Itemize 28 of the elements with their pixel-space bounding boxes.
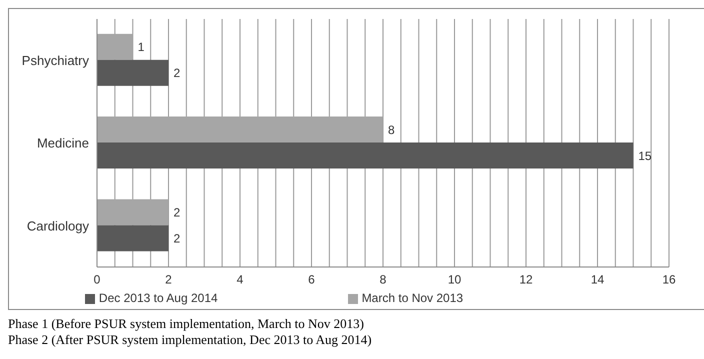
bar [97, 225, 168, 252]
bar [97, 116, 383, 143]
data-label: 2 [174, 66, 180, 80]
legend-label: Dec 2013 to Aug 2014 [98, 291, 218, 305]
bar [97, 142, 634, 169]
data-label: 2 [174, 205, 180, 220]
legend-label: March to Nov 2013 [362, 291, 464, 305]
y-tick-label: Medicine [36, 136, 89, 151]
bar [97, 60, 168, 86]
data-label: 8 [388, 122, 395, 137]
x-tick-label: 10 [448, 272, 462, 287]
bar [97, 34, 133, 60]
x-tick-label: 12 [519, 272, 533, 287]
data-label: 2 [174, 231, 180, 246]
y-tick-label: Cardiology [26, 218, 90, 234]
x-tick-label: 4 [236, 272, 244, 287]
x-tick-label: 14 [590, 272, 604, 287]
bar [97, 199, 168, 226]
y-tick-label: Pshychiatry [22, 52, 90, 68]
data-label: 15 [638, 148, 652, 163]
text: Phase 1 (Before PSUR system implementation, March to Nov 2013) [8, 316, 366, 332]
x-tick-label: 16 [662, 272, 676, 287]
x-tick-label: 2 [165, 272, 172, 287]
data-label: 1 [138, 40, 145, 54]
text: Phase 2 (After PSUR system implementation, Dec 2013 to Aug 2014) [8, 332, 373, 348]
x-tick-label: 6 [308, 272, 316, 287]
x-tick-label: 8 [380, 272, 387, 287]
x-tick-label: 0 [94, 272, 101, 287]
